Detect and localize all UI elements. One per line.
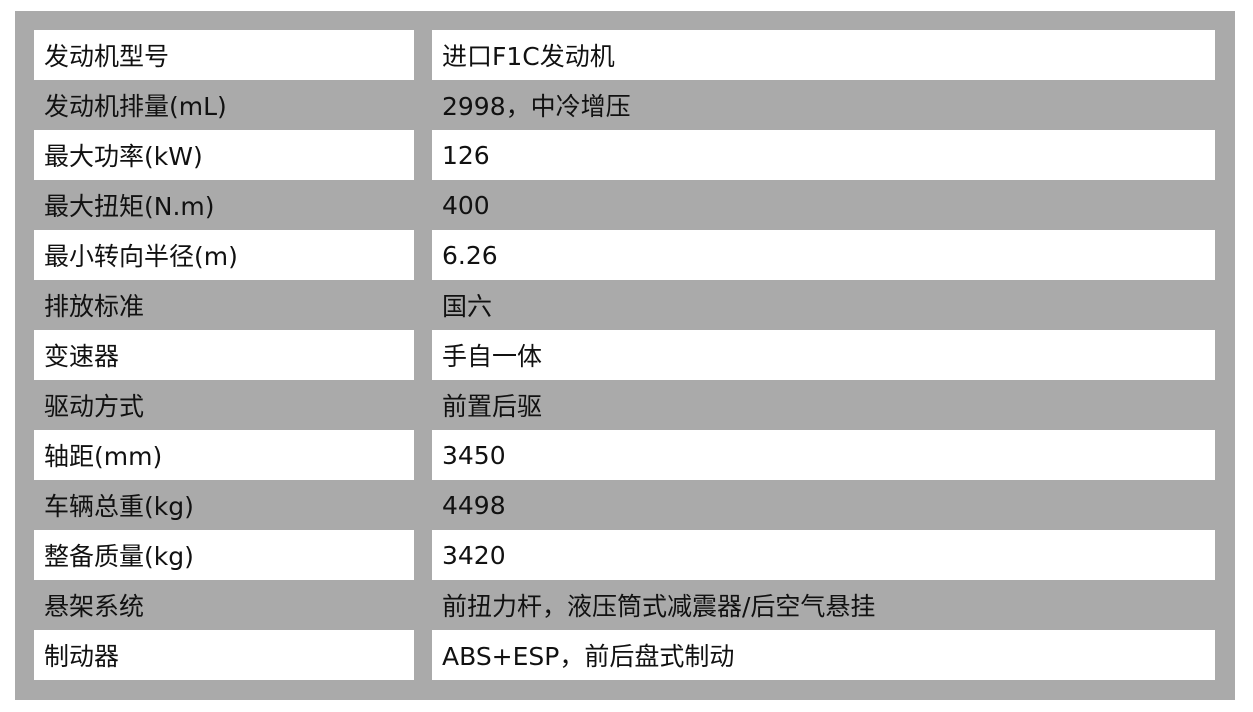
spec-label: 最大扭矩(N.m): [44, 192, 215, 221]
spec-row: 整备质量(kg) 3420: [34, 530, 1215, 580]
spec-label: 排放标准: [44, 292, 145, 321]
spec-row: 最小转向半径(m) 6.26: [34, 230, 1215, 280]
spec-row: 发动机排量(mL) 2998，中冷增压: [34, 80, 1215, 130]
spec-row: 变速器 手自一体: [34, 330, 1215, 380]
spec-value: 4498: [442, 490, 506, 520]
spec-row: 驱动方式 前置后驱: [34, 380, 1215, 430]
spec-label: 轴距(mm): [34, 430, 414, 480]
spec-row: 制动器 ABS+ESP，前后盘式制动: [34, 630, 1215, 680]
spec-row: 排放标准 国六: [34, 280, 1215, 330]
spec-row: 车辆总重(kg) 4498: [34, 480, 1215, 530]
spec-label: 最小转向半径(m): [34, 230, 414, 280]
spec-row: 最大功率(kW) 126: [34, 130, 1215, 180]
spec-label: 整备质量(kg): [34, 530, 414, 580]
spec-value: 前置后驱: [442, 392, 543, 421]
spec-value: 400: [442, 190, 490, 220]
spec-value: 126: [432, 130, 1215, 180]
spec-value: 进口F1C发动机: [432, 30, 1215, 80]
spec-value: 3420: [432, 530, 1215, 580]
spec-label: 变速器: [34, 330, 414, 380]
spec-label: 最大功率(kW): [34, 130, 414, 180]
spec-label: 悬架系统: [44, 592, 145, 621]
spec-value: 国六: [442, 292, 493, 321]
spec-table-frame: 发动机型号 进口F1C发动机发动机排量(mL) 2998，中冷增压 最大功率(kW) 1…: [15, 11, 1235, 700]
spec-label: 驱动方式: [44, 392, 145, 421]
spec-label: 发动机型号: [34, 30, 414, 80]
spec-label: 发动机排量(mL): [44, 92, 227, 121]
spec-value: 前扭力杆，液压筒式减震器/后空气悬挂: [442, 592, 876, 621]
spec-value: 3450: [432, 430, 1215, 480]
spec-label: 制动器: [34, 630, 414, 680]
spec-value: ABS+ESP，前后盘式制动: [432, 630, 1215, 680]
spec-value: 2998，中冷增压: [442, 92, 631, 121]
spec-row: 最大扭矩(N.m) 400: [34, 180, 1215, 230]
spec-table: 发动机型号 进口F1C发动机发动机排量(mL) 2998，中冷增压 最大功率(kW) 1…: [34, 30, 1215, 680]
spec-row: 悬架系统 前扭力杆，液压筒式减震器/后空气悬挂: [34, 580, 1215, 630]
spec-row: 轴距(mm) 3450: [34, 430, 1215, 480]
spec-value: 手自一体: [432, 330, 1215, 380]
spec-label: 车辆总重(kg): [44, 492, 194, 521]
spec-row: 发动机型号 进口F1C发动机: [34, 30, 1215, 80]
spec-value: 6.26: [432, 230, 1215, 280]
